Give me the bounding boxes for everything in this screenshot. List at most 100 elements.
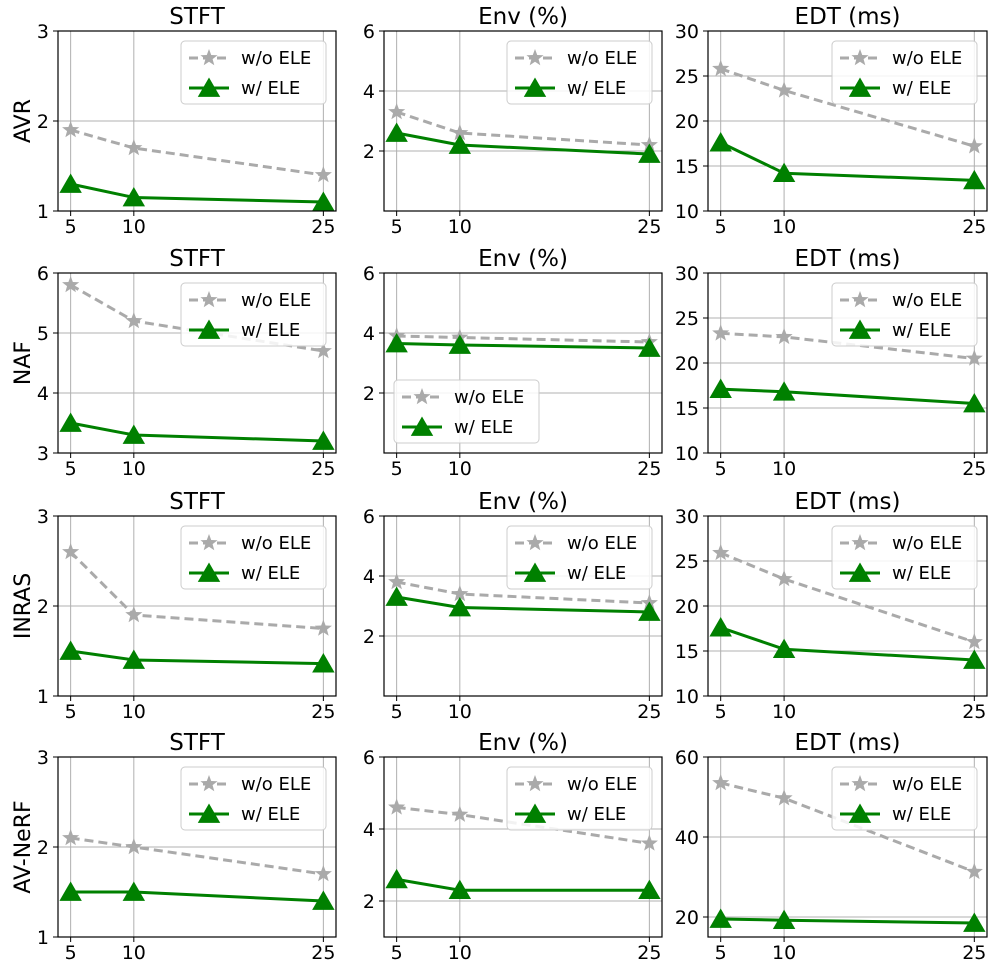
y-tick-label: 1 [37, 686, 49, 708]
data-point-without-ele [388, 798, 406, 815]
data-point-without-ele [965, 633, 983, 650]
series-line-with-ele [720, 387, 975, 405]
data-point-with-ele [638, 143, 661, 163]
legend-label-without-ele: w/o ELE [241, 774, 311, 795]
y-tick-label: 20 [675, 111, 699, 133]
legend-marker-with-ele [848, 77, 872, 97]
y-tick-label: 10 [675, 443, 699, 465]
x-tick-label: 25 [962, 942, 986, 964]
data-point-without-ele [62, 543, 80, 560]
data-point-with-ele [385, 586, 408, 606]
x-tick-label: 10 [448, 942, 472, 964]
x-tick-label: 10 [122, 701, 146, 723]
series-line-without-ele [720, 551, 975, 644]
legend-label-without-ele: w/o ELE [241, 48, 311, 69]
y-tick-label: 30 [675, 21, 699, 43]
legend: w/o ELE w/ ELE [180, 766, 327, 831]
data-point-with-ele [709, 617, 732, 637]
data-point-with-ele [59, 640, 82, 660]
y-tick-label: 30 [675, 263, 699, 285]
series-line-without-ele [396, 110, 650, 147]
panel-2-1: 5 10 25 2 4 6 Env (%) w/o ELE w/ ELE [363, 489, 663, 723]
x-tick-label: 25 [962, 458, 986, 480]
axes-frame [383, 30, 663, 212]
data-point-without-ele [640, 834, 658, 851]
data-point-without-ele [965, 137, 983, 154]
series-line-without-ele [720, 67, 975, 148]
y-tick-label: 3 [37, 747, 49, 769]
series-line-without-ele [720, 781, 975, 874]
y-tick-label: 15 [675, 156, 699, 178]
series-line-with-ele [396, 342, 650, 350]
x-tick-label: 5 [715, 942, 727, 964]
axes-frame [707, 756, 988, 938]
legend-marker-with-ele [523, 562, 547, 582]
y-tick-label: 2 [37, 111, 49, 133]
y-tick-label: 15 [675, 398, 699, 420]
x-tick-label: 10 [772, 942, 796, 964]
y-tick-label: 6 [37, 263, 49, 285]
legend-label-with-ele: w/ ELE [241, 78, 300, 99]
panel-title: STFT [169, 489, 225, 515]
x-tick-label: 25 [962, 216, 986, 238]
y-tick-label: 2 [363, 891, 375, 913]
panel-title: Env (%) [478, 730, 568, 756]
row-label-inras: INRAS [11, 573, 36, 639]
row-label-avr: AVR [11, 99, 36, 143]
legend-label-with-ele: w/ ELE [567, 563, 626, 584]
data-point-without-ele [62, 276, 80, 293]
data-point-without-ele [388, 103, 406, 120]
x-tick-label: 10 [122, 216, 146, 238]
legend: w/o ELE w/ ELE [506, 766, 653, 831]
y-tick-label: 4 [363, 323, 375, 345]
x-tick-label: 10 [122, 942, 146, 964]
x-tick-label: 25 [311, 458, 335, 480]
legend-marker-with-ele [523, 77, 547, 97]
panel-title: EDT (ms) [795, 730, 901, 756]
legend-marker-without-ele [200, 49, 218, 66]
legend-label-with-ele: w/ ELE [892, 78, 951, 99]
legend-marker-without-ele [526, 49, 544, 66]
data-point-without-ele [314, 619, 332, 636]
legend-label-without-ele: w/o ELE [241, 533, 311, 554]
data-point-without-ele [451, 585, 469, 602]
legend-marker-with-ele [197, 319, 221, 339]
y-tick-label: 30 [675, 506, 699, 528]
y-tick-label: 2 [37, 596, 49, 618]
series-line-without-ele [396, 334, 650, 344]
data-point-with-ele [59, 412, 82, 432]
data-point-with-ele [963, 169, 986, 190]
data-point-without-ele [712, 774, 730, 791]
legend-marker-without-ele [851, 534, 869, 551]
y-tick-label: 3 [37, 21, 49, 43]
series-line-with-ele [70, 890, 324, 903]
series-line-with-ele [720, 626, 975, 662]
y-tick-label: 6 [363, 21, 375, 43]
x-tick-label: 5 [715, 701, 727, 723]
data-point-with-ele [772, 162, 796, 183]
y-tick-label: 4 [363, 81, 375, 103]
legend: w/o ELE w/ ELE [831, 40, 978, 105]
y-tick-label: 40 [675, 827, 699, 849]
legend-label-without-ele: w/o ELE [892, 290, 962, 311]
y-tick-label: 20 [675, 353, 699, 375]
data-point-without-ele [775, 327, 793, 345]
y-tick-label: 10 [675, 686, 699, 708]
legend-label-with-ele: w/ ELE [567, 78, 626, 99]
legend-marker-with-ele [848, 319, 872, 339]
series-line-with-ele [70, 182, 324, 204]
legend: w/o ELE w/ ELE [393, 379, 540, 444]
series-line-with-ele [396, 595, 650, 614]
legend-marker-with-ele [197, 562, 221, 582]
data-point-without-ele [965, 349, 983, 366]
series-line-with-ele [720, 141, 975, 182]
data-point-with-ele [312, 653, 335, 673]
x-tick-label: 10 [448, 458, 472, 480]
series-line-with-ele [720, 917, 975, 925]
legend-label-with-ele: w/ ELE [892, 804, 951, 825]
data-point-with-ele [963, 649, 986, 669]
legend: w/o ELE w/ ELE [831, 525, 978, 590]
x-tick-label: 25 [637, 942, 661, 964]
y-tick-label: 4 [363, 566, 375, 588]
axes-frame [383, 515, 663, 697]
